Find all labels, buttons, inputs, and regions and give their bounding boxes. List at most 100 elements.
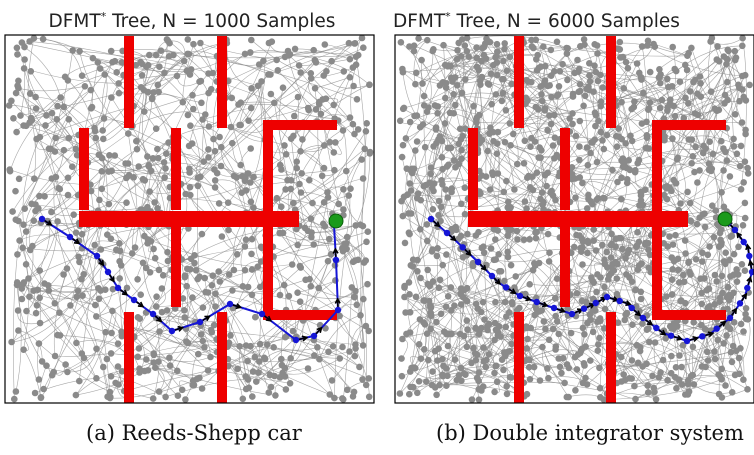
tree-node — [248, 235, 256, 243]
tree-node — [344, 386, 351, 394]
tree-node — [728, 358, 736, 366]
panel-b-title: DFMT* Tree, N = 6000 Samples — [393, 4, 754, 32]
tree-node — [195, 350, 202, 358]
tree-node — [607, 254, 615, 261]
tree-node — [96, 196, 103, 204]
tree-node — [644, 37, 652, 45]
tree-node — [472, 356, 480, 364]
tree-node — [427, 170, 435, 178]
tree-edge — [688, 262, 726, 386]
tree-node — [250, 204, 257, 211]
tree-node — [443, 382, 450, 390]
tree-node — [479, 298, 487, 306]
tree-node — [490, 225, 498, 233]
tree-node — [265, 39, 273, 47]
tree-node — [183, 338, 190, 345]
tree-edge — [153, 354, 211, 362]
tree-node — [131, 244, 139, 251]
tree-node — [398, 153, 406, 161]
tree-node — [435, 211, 442, 219]
tree-node — [106, 152, 113, 159]
tree-node — [564, 76, 571, 84]
tree-node — [742, 97, 750, 104]
tree-node — [72, 229, 80, 236]
tree-node — [65, 134, 73, 142]
tree-node — [690, 319, 697, 326]
tree-node — [36, 294, 43, 302]
tree-node — [610, 267, 618, 274]
tree-node — [501, 138, 509, 146]
tree-node — [501, 40, 509, 47]
tree-node — [185, 50, 193, 58]
tree-node — [492, 236, 499, 243]
tree-node — [478, 387, 485, 394]
tree-node — [317, 110, 325, 118]
tree-node — [196, 273, 203, 281]
tree-node — [425, 356, 432, 364]
tree-node — [473, 351, 481, 359]
tree-node — [282, 151, 290, 158]
tree-node — [309, 199, 316, 207]
tree-edge — [701, 326, 729, 367]
tree-node — [464, 230, 471, 238]
tree-node — [574, 56, 581, 64]
tree-edge — [279, 232, 361, 316]
tree-node — [561, 379, 568, 387]
tree-node — [296, 180, 303, 188]
panel-a-title-rest: Tree, N = 1000 Samples — [106, 11, 336, 33]
tree-node — [137, 84, 145, 91]
tree-node — [402, 135, 410, 142]
tree-node — [536, 308, 543, 315]
tree-node — [615, 125, 622, 132]
tree-node — [740, 328, 747, 335]
path-waypoint — [616, 297, 623, 305]
tree-node — [429, 206, 437, 213]
tree-node — [592, 307, 599, 314]
tree-node — [224, 199, 232, 206]
tree-node — [592, 122, 599, 130]
tree-node — [587, 357, 594, 364]
tree-node — [99, 127, 106, 134]
tree-node — [185, 142, 193, 150]
tree-edge — [129, 326, 199, 355]
tree-node — [678, 363, 685, 371]
tree-node — [628, 105, 635, 113]
tree-edge — [185, 286, 243, 329]
tree-node — [527, 143, 534, 150]
tree-node — [98, 185, 106, 193]
tree-edge — [140, 43, 222, 88]
tree-node — [291, 112, 298, 120]
tree-node — [461, 210, 469, 218]
tree-node — [308, 229, 315, 236]
tree-node — [143, 63, 150, 70]
path-waypoint — [474, 258, 482, 266]
tree-node — [118, 328, 125, 336]
tree-node — [737, 142, 745, 150]
tree-node — [687, 217, 694, 224]
tree-node — [513, 306, 521, 314]
tree-node — [490, 137, 497, 145]
tree-node — [98, 154, 106, 162]
tree-node — [736, 162, 744, 170]
tree-node — [663, 293, 670, 300]
tree-node — [490, 256, 498, 264]
tree-node — [406, 118, 414, 126]
tree-node — [207, 353, 214, 361]
tree-node — [741, 158, 749, 165]
tree-node — [212, 303, 219, 310]
tree-edge — [270, 93, 335, 119]
tree-node — [236, 343, 243, 350]
tree-node — [400, 193, 408, 201]
tree-node — [631, 168, 639, 176]
tree-edge — [355, 225, 367, 385]
tree-node — [93, 345, 100, 353]
tree-node — [553, 92, 561, 100]
tree-node — [180, 57, 188, 65]
tree-edge — [410, 94, 454, 191]
tree-edge — [423, 186, 443, 266]
tree-edge — [446, 376, 511, 386]
tree-node — [54, 102, 61, 110]
tree-node — [530, 44, 537, 52]
tree-edge — [688, 202, 746, 263]
